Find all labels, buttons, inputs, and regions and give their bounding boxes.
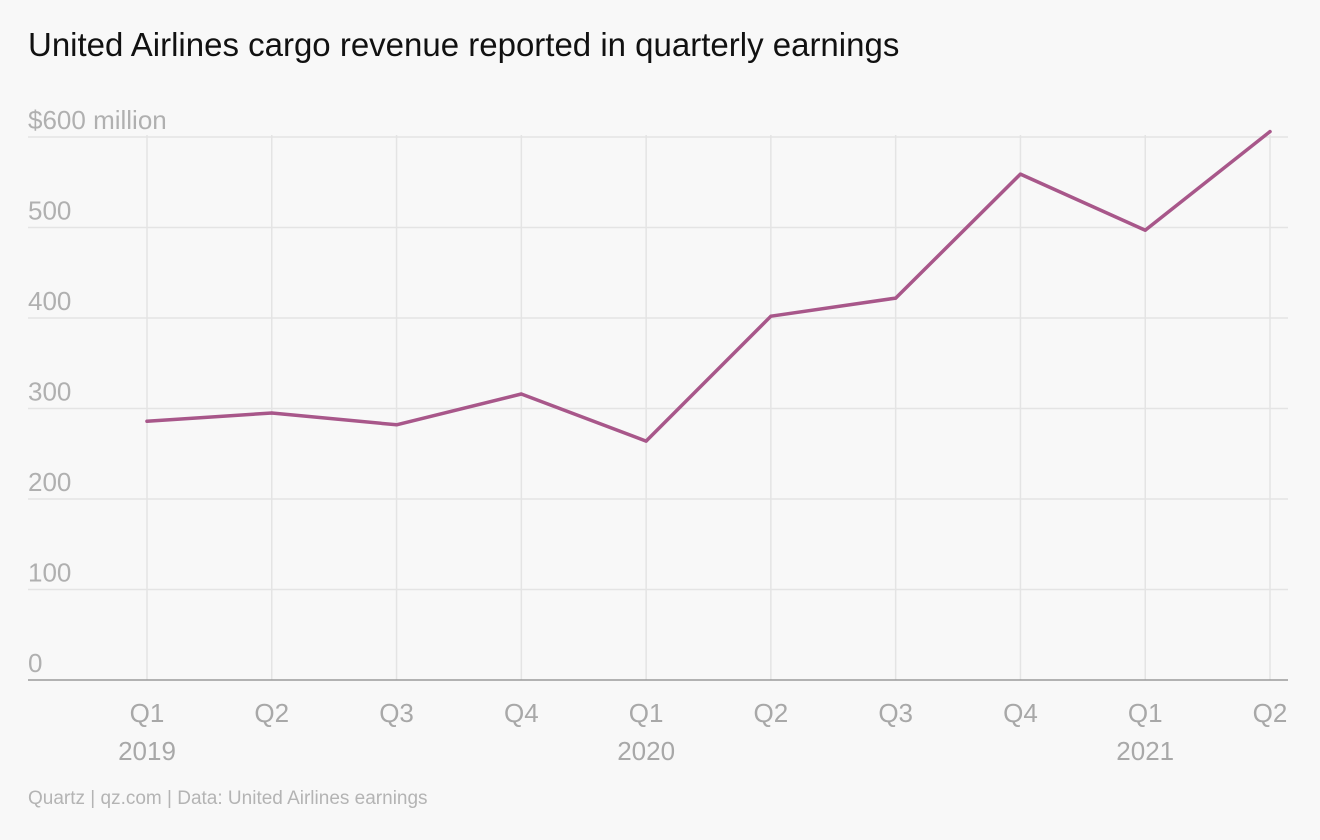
data-point — [644, 439, 648, 443]
data-point — [1268, 129, 1272, 134]
y-tick-label: 0 — [28, 648, 42, 678]
chart-title: United Airlines cargo revenue reported i… — [28, 26, 900, 63]
x-tick-label: Q3 — [379, 698, 414, 728]
x-year-label: 2021 — [1116, 736, 1174, 766]
data-point — [1143, 228, 1147, 232]
x-tick-label: Q2 — [254, 698, 289, 728]
x-axis-tick-labels: Q1 2019 Q2 Q3 Q4 Q1 2020 Q2 Q3 Q4 Q1 2021 Q2 — [118, 698, 1287, 766]
y-tick-label: 200 — [28, 467, 71, 497]
data-point — [519, 392, 523, 396]
y-tick-label: 100 — [28, 558, 71, 588]
x-tick-label: Q2 — [754, 698, 789, 728]
y-axis-tick-labels: 0 100 200 300 400 500 $600 million — [28, 105, 167, 678]
x-tick-label: Q1 — [130, 698, 165, 728]
series-line — [145, 129, 1272, 443]
data-point — [394, 423, 399, 427]
data-point — [769, 314, 773, 318]
y-tick-label: 400 — [28, 286, 71, 316]
data-point — [270, 411, 274, 415]
x-tick-label: Q2 — [1253, 698, 1288, 728]
y-tick-label: $600 million — [28, 105, 167, 135]
data-point — [145, 419, 149, 423]
series-layer — [145, 129, 1272, 443]
x-tick-label: Q4 — [1003, 698, 1038, 728]
source-note: Quartz | qz.com | Data: United Airlines … — [28, 788, 428, 809]
y-tick-label: 300 — [28, 377, 71, 407]
x-tick-label: Q4 — [504, 698, 539, 728]
x-year-label: 2019 — [118, 736, 176, 766]
grid-lines — [28, 135, 1288, 681]
x-tick-label: Q3 — [878, 698, 913, 728]
x-tick-label: Q1 — [629, 698, 664, 728]
data-point — [894, 296, 898, 300]
data-point — [1018, 172, 1023, 176]
x-tick-label: Q1 — [1128, 698, 1163, 728]
y-tick-label: 500 — [28, 196, 71, 226]
x-year-label: 2020 — [617, 736, 675, 766]
